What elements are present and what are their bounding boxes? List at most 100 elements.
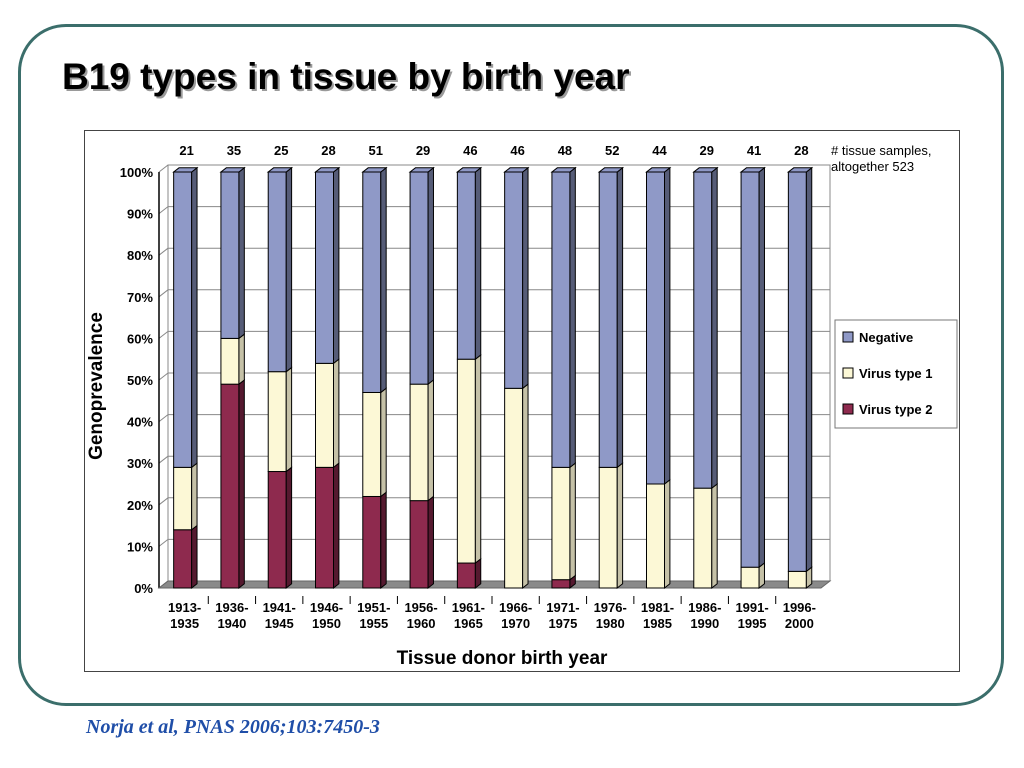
x-tick-label: 1986- <box>688 600 721 615</box>
bar-segment <box>315 358 340 469</box>
sample-count-label: 46 <box>510 143 524 158</box>
sample-count-label: 51 <box>369 143 383 158</box>
y-tick-label: 10% <box>127 539 153 554</box>
bars <box>172 166 814 590</box>
x-axis-title: Tissue donor birth year <box>397 648 608 669</box>
bar-segment <box>693 482 718 590</box>
bar-segment <box>220 166 245 340</box>
bar-segment <box>362 166 387 394</box>
x-tick-label: 1970 <box>501 616 530 631</box>
x-tick-label: 1913- <box>168 600 201 615</box>
bar-segment <box>409 166 434 386</box>
legend-swatch <box>842 331 854 343</box>
grid-side-line <box>158 414 169 422</box>
y-tick-label: 80% <box>127 248 153 263</box>
grid-side-line <box>158 289 169 298</box>
bar-segment <box>787 166 813 573</box>
counts-note: # tissue samples,altogether 523 <box>831 143 931 174</box>
x-tick-label: 1966- <box>499 600 532 615</box>
legend-box <box>834 319 958 429</box>
x-tick-label: 1971- <box>546 600 579 615</box>
sample-count-label: 25 <box>274 143 288 158</box>
x-tick-label: 1946- <box>310 600 343 615</box>
grid-lines <box>157 164 832 589</box>
bar-segment <box>267 366 293 473</box>
sample-count-label: 46 <box>463 143 477 158</box>
bar-segment <box>646 478 671 590</box>
bar-segment <box>267 166 293 373</box>
x-tick-label: 1991- <box>735 600 768 615</box>
sample-count-label: 48 <box>558 143 572 158</box>
bar-segment <box>456 353 482 565</box>
legend-label: Negative <box>859 330 913 345</box>
bar-segment <box>504 166 529 390</box>
y-tick-label: 30% <box>127 456 153 471</box>
sample-count-label: 21 <box>179 143 193 158</box>
sample-count-label: 52 <box>605 143 619 158</box>
bar-segment <box>173 524 198 590</box>
bar-top <box>455 167 483 173</box>
bar-segment <box>173 166 198 469</box>
bar-segment <box>315 462 340 590</box>
bar-top <box>503 167 530 173</box>
bar-segment <box>646 166 671 486</box>
counts-note-line: # tissue samples, <box>831 143 931 158</box>
bar-segment <box>598 166 624 469</box>
x-tick-label: 1975 <box>548 616 577 631</box>
x-tick-label: 1935 <box>170 616 199 631</box>
x-tick-label: 1941- <box>263 600 296 615</box>
grid-side-line <box>158 164 169 173</box>
legend-label: Virus type 1 <box>859 366 932 381</box>
x-tick-label: 1936- <box>215 600 248 615</box>
slide-frame <box>18 24 1004 706</box>
bar-segment <box>315 166 340 365</box>
legend-swatch <box>842 367 854 379</box>
bar-segment <box>173 462 198 531</box>
legend-label: Virus type 2 <box>859 402 932 417</box>
y-tick-label: 50% <box>127 373 153 388</box>
sample-count-label: 44 <box>652 143 667 158</box>
legend: Negative Virus type 1 Virus type 2 <box>834 319 958 429</box>
x-tick-label: 1995 <box>738 616 767 631</box>
grid-side-line <box>158 455 169 464</box>
sample-count-label: 28 <box>321 143 335 158</box>
counts-note-line: altogether 523 <box>831 159 914 174</box>
bar-top <box>786 167 814 173</box>
y-tick-label: 100% <box>120 165 154 180</box>
bar-segment <box>551 462 576 581</box>
bar-segment <box>409 495 434 590</box>
x-tick-label: 1965 <box>454 616 483 631</box>
grid-side-line <box>158 539 169 547</box>
plot-floor <box>157 580 832 589</box>
bar-top <box>361 167 388 173</box>
bar-top <box>266 167 294 173</box>
y-tick-label: 0% <box>134 581 153 596</box>
bar-segment <box>551 166 576 469</box>
x-tick-label: 1940 <box>217 616 246 631</box>
y-tick-label: 70% <box>127 290 153 305</box>
bar-top <box>692 167 719 173</box>
x-tick-label: 1985 <box>643 616 672 631</box>
axis-labels: 0%10%20%30%40%50%60%70%80%90%100%1913-19… <box>120 143 816 631</box>
x-tick-label: 1976- <box>594 600 627 615</box>
bar-segment <box>693 166 718 490</box>
bar-top <box>408 167 435 173</box>
y-axis-title: Genoprevalence <box>86 312 107 460</box>
x-tick-label: 1996- <box>783 600 816 615</box>
y-tick-label: 60% <box>127 331 153 346</box>
bar-top <box>314 167 341 173</box>
legend-swatch <box>842 403 854 415</box>
citation: Norja et al, PNAS 2006;103:7450-3 <box>86 716 380 738</box>
x-tick-label: 1990 <box>690 616 719 631</box>
sample-count-label: 28 <box>794 143 808 158</box>
x-tick-label: 1981- <box>641 600 674 615</box>
bar-segment <box>362 491 387 590</box>
bar-segment <box>504 383 529 590</box>
bar-segment <box>598 462 624 590</box>
grid-side-line <box>158 247 169 256</box>
bar-segment <box>220 333 245 386</box>
grid-side-line <box>158 206 169 214</box>
bar-top <box>645 167 672 173</box>
sample-count-label: 41 <box>747 143 761 158</box>
x-tick-label: 1960 <box>407 616 436 631</box>
